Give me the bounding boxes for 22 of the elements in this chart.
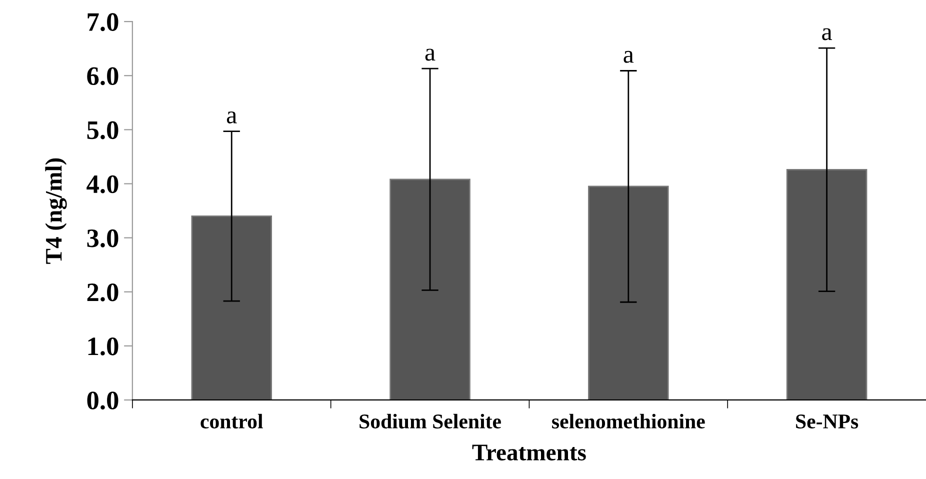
y-tick-label: 5.0	[87, 121, 118, 140]
bar	[786, 168, 868, 400]
y-tick-label: 3.0	[87, 229, 118, 248]
annotation: a	[624, 50, 634, 63]
y-tick-label: 1.0	[88, 338, 118, 356]
annotation: a	[425, 48, 436, 61]
y-axis-title: T4 (ng/ml)	[45, 158, 67, 264]
x-axis-title: Treatments	[472, 444, 586, 460]
bar	[191, 215, 272, 400]
bar	[390, 178, 470, 400]
x-tick-label: Se-NPs	[796, 414, 858, 429]
y-tick-label: 7.0	[88, 13, 118, 32]
bar	[588, 186, 669, 400]
x-tick-label: control	[200, 414, 263, 429]
y-tick-label: 2.0	[87, 283, 118, 302]
annotation: a	[822, 28, 832, 40]
annotation: a	[226, 111, 237, 124]
y-tick-label: 0.0	[87, 392, 118, 410]
x-tick-label: selenomethionine	[552, 414, 705, 429]
x-tick-label: Sodium Selenite	[360, 414, 501, 429]
y-tick-label: 6.0	[87, 67, 118, 86]
y-tick-label: 4.0	[86, 175, 118, 194]
